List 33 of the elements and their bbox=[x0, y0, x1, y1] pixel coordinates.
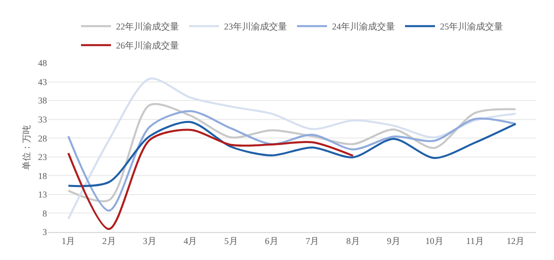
line-series bbox=[67, 120, 517, 188]
x-tick-label: 10月 bbox=[425, 236, 444, 246]
y-tick-label: 3 bbox=[42, 227, 48, 238]
y-tick-label: 18 bbox=[38, 170, 48, 181]
x-tick-label: 4月 bbox=[184, 236, 198, 246]
x-tick-label: 11月 bbox=[466, 236, 484, 246]
x-tick-label: 6月 bbox=[264, 236, 278, 246]
x-tick-label: 8月 bbox=[346, 236, 360, 246]
line-series bbox=[67, 78, 517, 220]
line-series bbox=[67, 110, 517, 212]
x-tick-label: 5月 bbox=[224, 236, 238, 246]
line-series bbox=[67, 103, 517, 202]
y-tick-label: 33 bbox=[38, 114, 48, 124]
x-tick-label: 7月 bbox=[306, 236, 320, 246]
legend-label: 25年川渝成交量 bbox=[440, 22, 503, 32]
legend-label: 22年川渝成交量 bbox=[116, 22, 179, 32]
x-tick-label: 9月 bbox=[386, 236, 400, 246]
y-axis-title: 单位：万吨 bbox=[21, 125, 32, 170]
y-tick-label: 8 bbox=[42, 208, 48, 218]
legend-label: 23年川渝成交量 bbox=[224, 22, 287, 32]
y-tick-label: 13 bbox=[38, 190, 48, 200]
x-tick-label: 2月 bbox=[102, 236, 116, 246]
x-tick-label: 3月 bbox=[142, 236, 156, 246]
line-series bbox=[67, 128, 354, 230]
x-tick-label: 1月 bbox=[62, 236, 76, 246]
y-tick-label: 48 bbox=[38, 58, 48, 68]
y-tick-label: 38 bbox=[38, 96, 48, 106]
y-tick-label: 23 bbox=[38, 152, 48, 162]
y-tick-label: 28 bbox=[38, 133, 48, 144]
legend-label: 24年川渝成交量 bbox=[332, 22, 395, 32]
legend-label: 26年川渝成交量 bbox=[116, 40, 179, 51]
y-tick-label: 43 bbox=[38, 76, 48, 87]
x-tick-label: 12月 bbox=[506, 236, 525, 246]
